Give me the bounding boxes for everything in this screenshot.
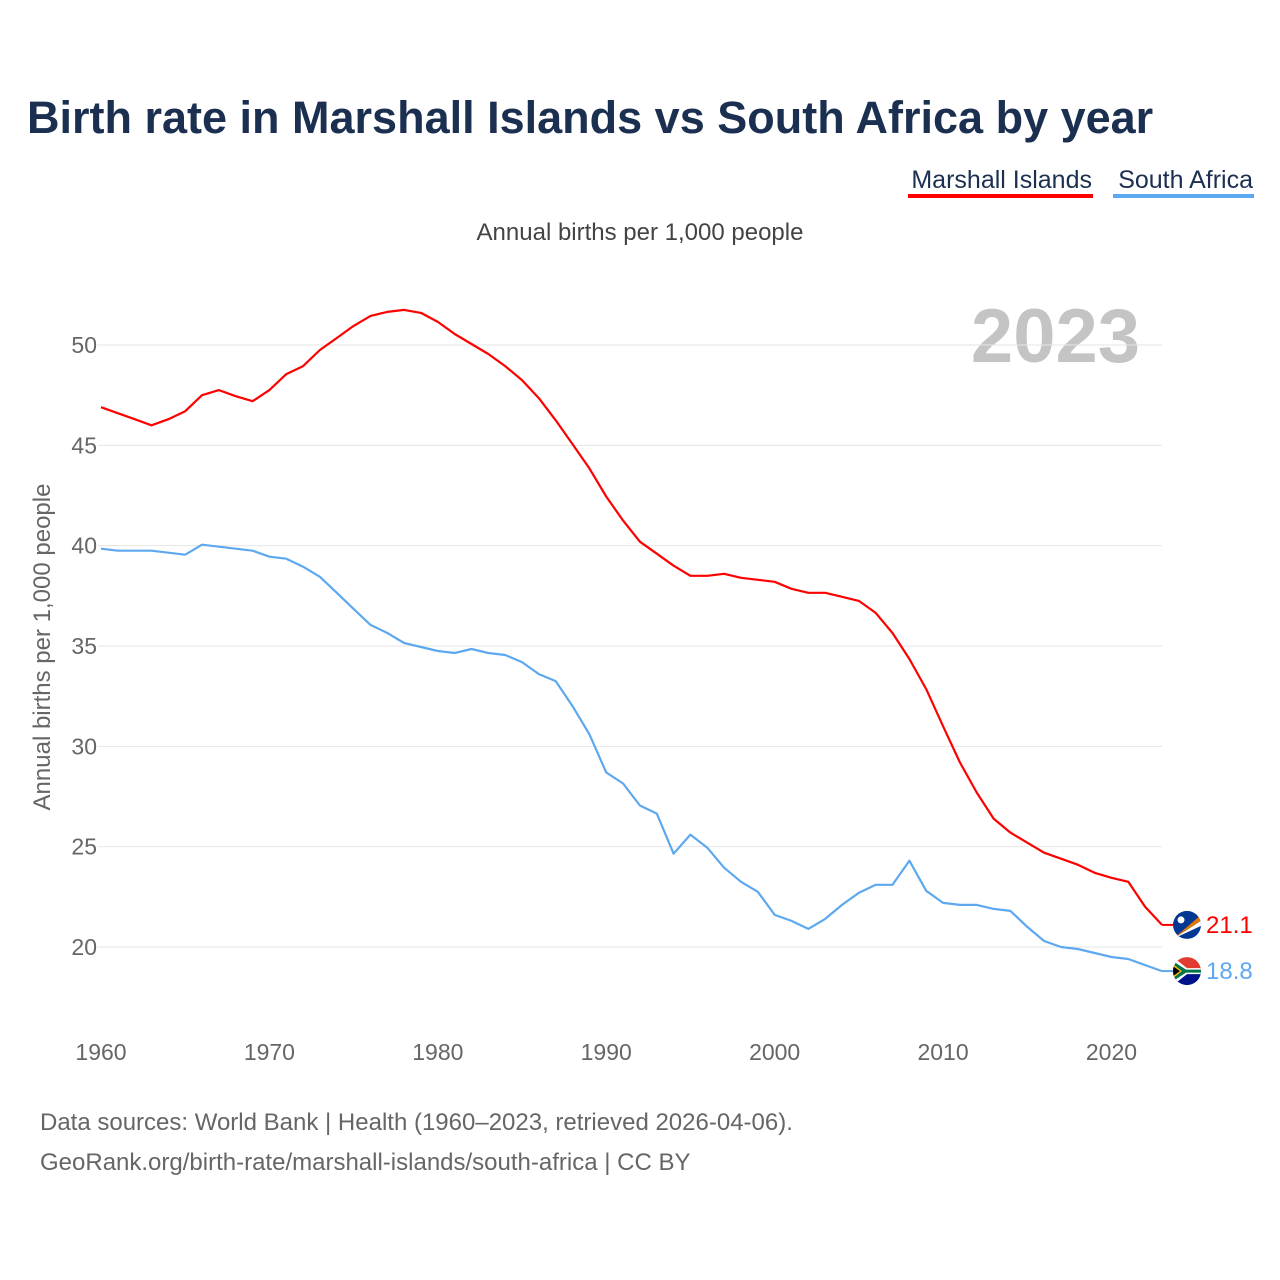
south-africa-flag-icon xyxy=(1173,957,1201,986)
chart-title: Birth rate in Marshall Islands vs South … xyxy=(27,92,1153,143)
y-tick-label: 50 xyxy=(71,332,97,358)
y-tick-label: 40 xyxy=(71,533,97,559)
x-tick-label: 1970 xyxy=(244,1039,295,1065)
legend-swatch xyxy=(908,194,1093,198)
x-tick-label: 1990 xyxy=(581,1039,632,1065)
marshall-islands-flag-icon xyxy=(1173,910,1201,939)
y-tick-label: 30 xyxy=(71,733,97,759)
y-tick-label: 20 xyxy=(71,934,97,960)
x-tick-label: 2000 xyxy=(749,1039,800,1065)
y-axis-label: Annual births per 1,000 people xyxy=(29,484,56,811)
x-tick-label: 1980 xyxy=(412,1039,463,1065)
end-value-label: 18.8 xyxy=(1206,958,1253,985)
footer-sources: Data sources: World Bank | Health (1960–… xyxy=(40,1109,793,1136)
legend-swatch xyxy=(1113,194,1254,198)
y-tick-label: 35 xyxy=(71,633,97,659)
end-value-label: 21.1 xyxy=(1206,912,1253,939)
y-tick-label: 25 xyxy=(71,834,97,860)
legend-item-marshall-islands[interactable]: Marshall Islands xyxy=(911,166,1092,194)
chart-subtitle: Annual births per 1,000 people xyxy=(477,219,804,246)
year-display: 2023 xyxy=(971,294,1140,379)
legend-item-south-africa[interactable]: South Africa xyxy=(1118,166,1253,194)
series-line-marshall-islands xyxy=(100,308,1163,926)
x-tick-label: 2020 xyxy=(1086,1039,1137,1065)
x-tick-label: 2010 xyxy=(917,1039,968,1065)
legend: South Africa Marshall Islands xyxy=(908,166,1254,198)
series-line-south-africa xyxy=(100,543,1163,973)
y-tick-label: 45 xyxy=(71,432,97,458)
footer-url: GeoRank.org/birth-rate/marshall-islands/… xyxy=(40,1149,690,1176)
x-tick-label: 1960 xyxy=(75,1039,126,1065)
